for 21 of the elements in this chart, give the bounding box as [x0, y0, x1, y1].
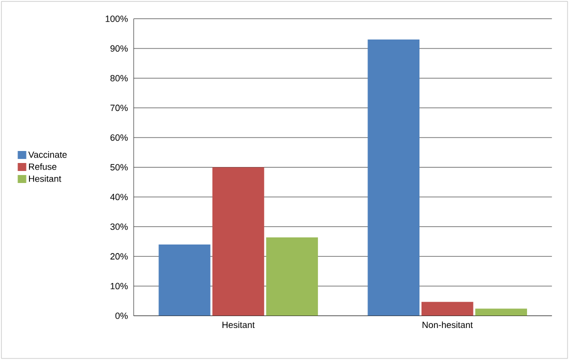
bar: [421, 302, 474, 316]
y-tick-label: 80%: [110, 75, 128, 82]
x-tick-label: Non-hesitant: [422, 322, 473, 328]
y-tick-label: 60%: [110, 134, 128, 141]
y-tick-label: 90%: [110, 45, 128, 52]
bar: [212, 167, 264, 316]
bar: [158, 244, 210, 316]
legend-label: Hesitant: [29, 175, 62, 182]
bar: [475, 308, 528, 316]
legend-label: Vaccinate: [28, 151, 67, 158]
bar: [266, 237, 318, 316]
legend-label: Refuse: [29, 163, 56, 170]
y-tick-label: 10%: [110, 282, 128, 290]
y-tick-label: 70%: [110, 104, 128, 112]
y-tick-label: 30%: [110, 224, 128, 230]
y-tick-label: 40%: [110, 194, 128, 200]
y-tick-label: 0%: [115, 312, 128, 320]
y-tick-label: 20%: [110, 253, 128, 260]
y-tick-label: 100%: [106, 16, 128, 22]
y-tick-label: 50%: [110, 164, 128, 171]
bar: [368, 40, 420, 316]
